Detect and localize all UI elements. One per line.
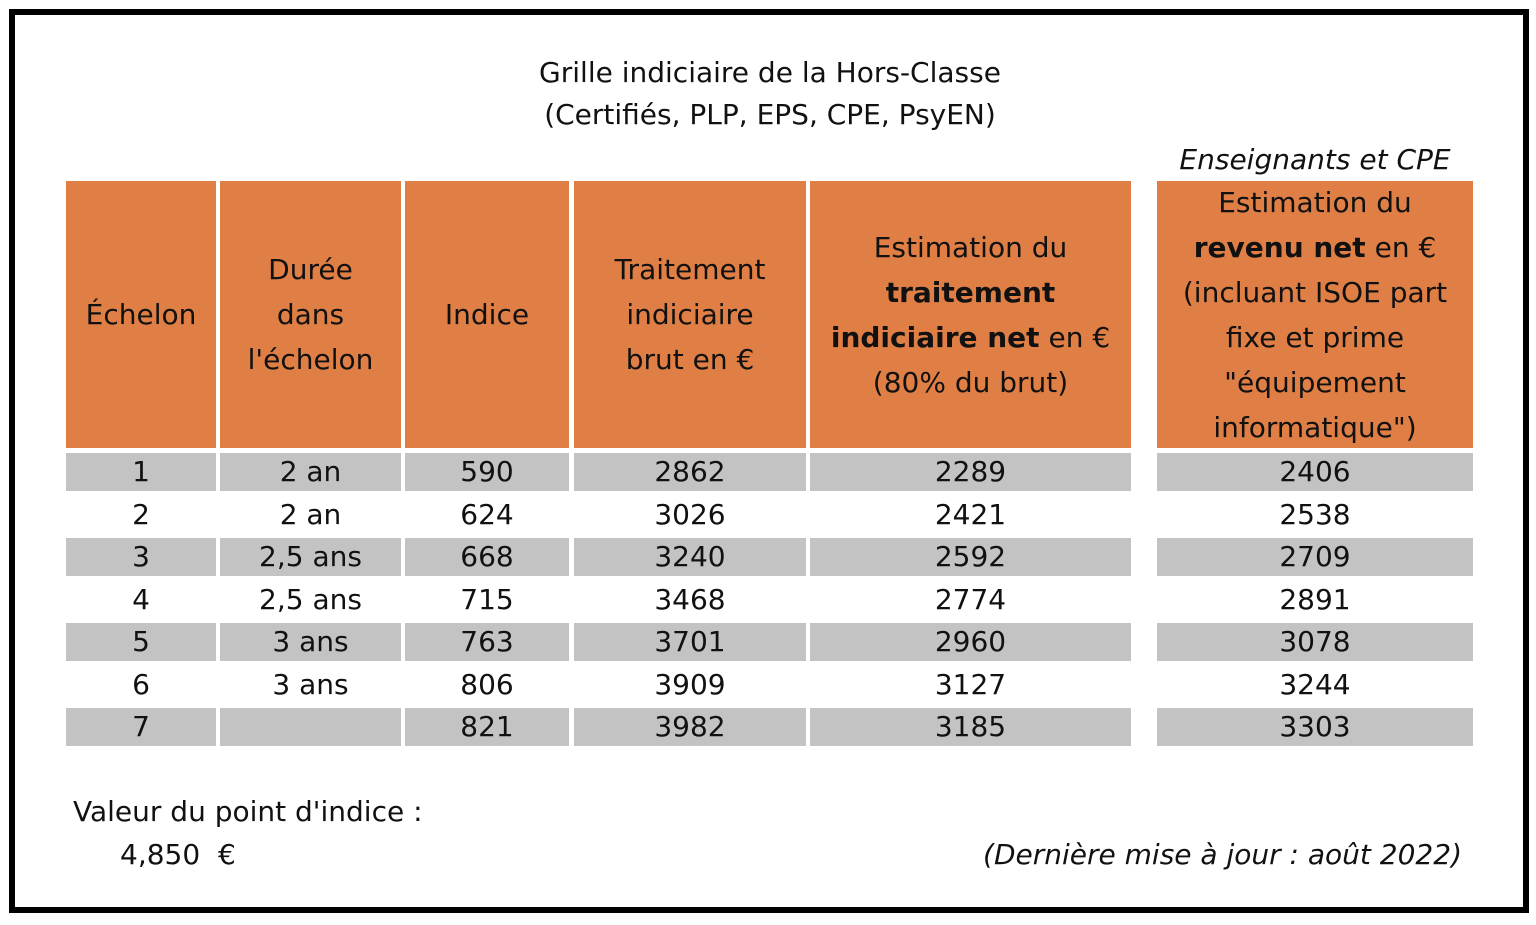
cell-net: 3127 — [934, 668, 1007, 701]
cell-net: 3185 — [810, 708, 1131, 746]
header-net-bold-1: traitement — [885, 275, 1056, 309]
header-revenu-line-1: Estimation du — [1218, 185, 1412, 219]
cell-echelon: 3 — [66, 538, 216, 576]
header-echelon: Échelon — [66, 181, 216, 448]
cell-duree — [220, 708, 401, 746]
table-row: 4 2,5 ans 715 3468 2774 2891 — [0, 581, 1536, 619]
header-duree-line-2: dans — [276, 298, 345, 331]
table-row: 3 2,5 ans 668 3240 2592 2709 — [0, 538, 1536, 576]
header-net-line-1: Estimation du — [873, 230, 1068, 264]
cell-brut: 3468 — [654, 583, 726, 616]
cell-brut: 3909 — [654, 668, 726, 701]
cell-indice: 763 — [405, 623, 569, 661]
cell-indice: 821 — [405, 708, 569, 746]
header-revenu-line-3: (incluant ISOE part — [1182, 275, 1448, 309]
header-duree-line-1: Durée — [268, 253, 353, 286]
cell-revenu: 2406 — [1157, 453, 1473, 491]
cell-indice: 624 — [460, 498, 514, 531]
header-revenu-bold: revenu net — [1193, 230, 1366, 264]
header-indice-label: Indice — [444, 298, 530, 331]
cell-revenu: 2538 — [1279, 498, 1351, 531]
header-revenu-line-4: fixe et prime — [1225, 320, 1405, 354]
cell-duree: 3 ans — [220, 623, 401, 661]
cell-brut: 3982 — [574, 708, 806, 746]
cell-net: 2774 — [934, 583, 1007, 616]
header-traitement-brut: Traitement indiciaire brut en € — [574, 181, 806, 448]
cell-indice: 715 — [460, 583, 514, 616]
table-row: 6 3 ans 806 3909 3127 3244 — [0, 666, 1536, 704]
cell-brut: 3240 — [574, 538, 806, 576]
header-revenu-net: Estimation du revenu net en € (incluant … — [1157, 181, 1473, 448]
header-duree-line-3: l'échelon — [247, 343, 374, 376]
cell-duree: 3 ans — [272, 668, 349, 701]
header-brut-line-3: brut en € — [625, 343, 755, 376]
cell-indice: 806 — [460, 668, 514, 701]
point-indice-label: Valeur du point d'indice : — [73, 795, 423, 828]
header-net-bold-2: indiciaire net — [830, 320, 1040, 354]
cell-indice: 590 — [405, 453, 569, 491]
cell-indice: 668 — [405, 538, 569, 576]
page-title: Grille indiciaire de la Hors-Classe (Cer… — [0, 52, 1536, 136]
cell-net: 2289 — [810, 453, 1131, 491]
title-line-2: (Certifiés, PLP, EPS, CPE, PsyEN) — [544, 98, 996, 131]
cell-revenu: 3303 — [1157, 708, 1473, 746]
header-net-suffix: en € — [1039, 320, 1111, 354]
cell-net: 2960 — [810, 623, 1131, 661]
cell-echelon: 7 — [66, 708, 216, 746]
cell-revenu: 2891 — [1279, 583, 1351, 616]
column-group-label: Enseignants et CPE — [1179, 143, 1451, 176]
cell-revenu: 2709 — [1157, 538, 1473, 576]
title-line-1: Grille indiciaire de la Hors-Classe — [539, 56, 1001, 89]
cell-net: 2421 — [934, 498, 1007, 531]
header-brut-line-1: Traitement — [614, 253, 766, 286]
table-row: 5 3 ans 763 3701 2960 3078 — [0, 623, 1536, 661]
header-brut-line-2: indiciaire — [626, 298, 754, 331]
point-indice-value: 4,850 € — [120, 838, 236, 871]
header-traitement-net: Estimation du traitement indiciaire net … — [810, 181, 1131, 448]
cell-duree: 2 an — [220, 453, 401, 491]
cell-duree: 2 an — [279, 498, 342, 531]
header-revenu-line-6: informatique") — [1213, 410, 1417, 444]
cell-echelon: 5 — [66, 623, 216, 661]
cell-echelon: 1 — [66, 453, 216, 491]
cell-duree: 2,5 ans — [259, 583, 362, 616]
cell-echelon: 6 — [132, 668, 150, 701]
last-update-note: (Dernière mise à jour : août 2022) — [983, 838, 1462, 871]
header-indice: Indice — [405, 181, 569, 448]
cell-echelon: 2 — [132, 498, 150, 531]
header-revenu-line-5: "équipement — [1224, 365, 1406, 399]
cell-revenu: 3078 — [1157, 623, 1473, 661]
cell-brut: 3026 — [654, 498, 726, 531]
cell-revenu: 3244 — [1279, 668, 1351, 701]
header-duree: Durée dans l'échelon — [220, 181, 401, 448]
cell-net: 2592 — [810, 538, 1131, 576]
table-row: 7 821 3982 3185 3303 — [0, 708, 1536, 746]
cell-echelon: 4 — [132, 583, 150, 616]
cell-duree: 2,5 ans — [220, 538, 401, 576]
cell-brut: 3701 — [574, 623, 806, 661]
header-echelon-label: Échelon — [85, 298, 197, 331]
table-row: 2 2 an 624 3026 2421 2538 — [0, 496, 1536, 534]
cell-brut: 2862 — [574, 453, 806, 491]
table-row: 1 2 an 590 2862 2289 2406 — [0, 453, 1536, 491]
header-revenu-suffix: en € — [1365, 230, 1437, 264]
header-net-line-4: (80% du brut) — [872, 365, 1069, 399]
